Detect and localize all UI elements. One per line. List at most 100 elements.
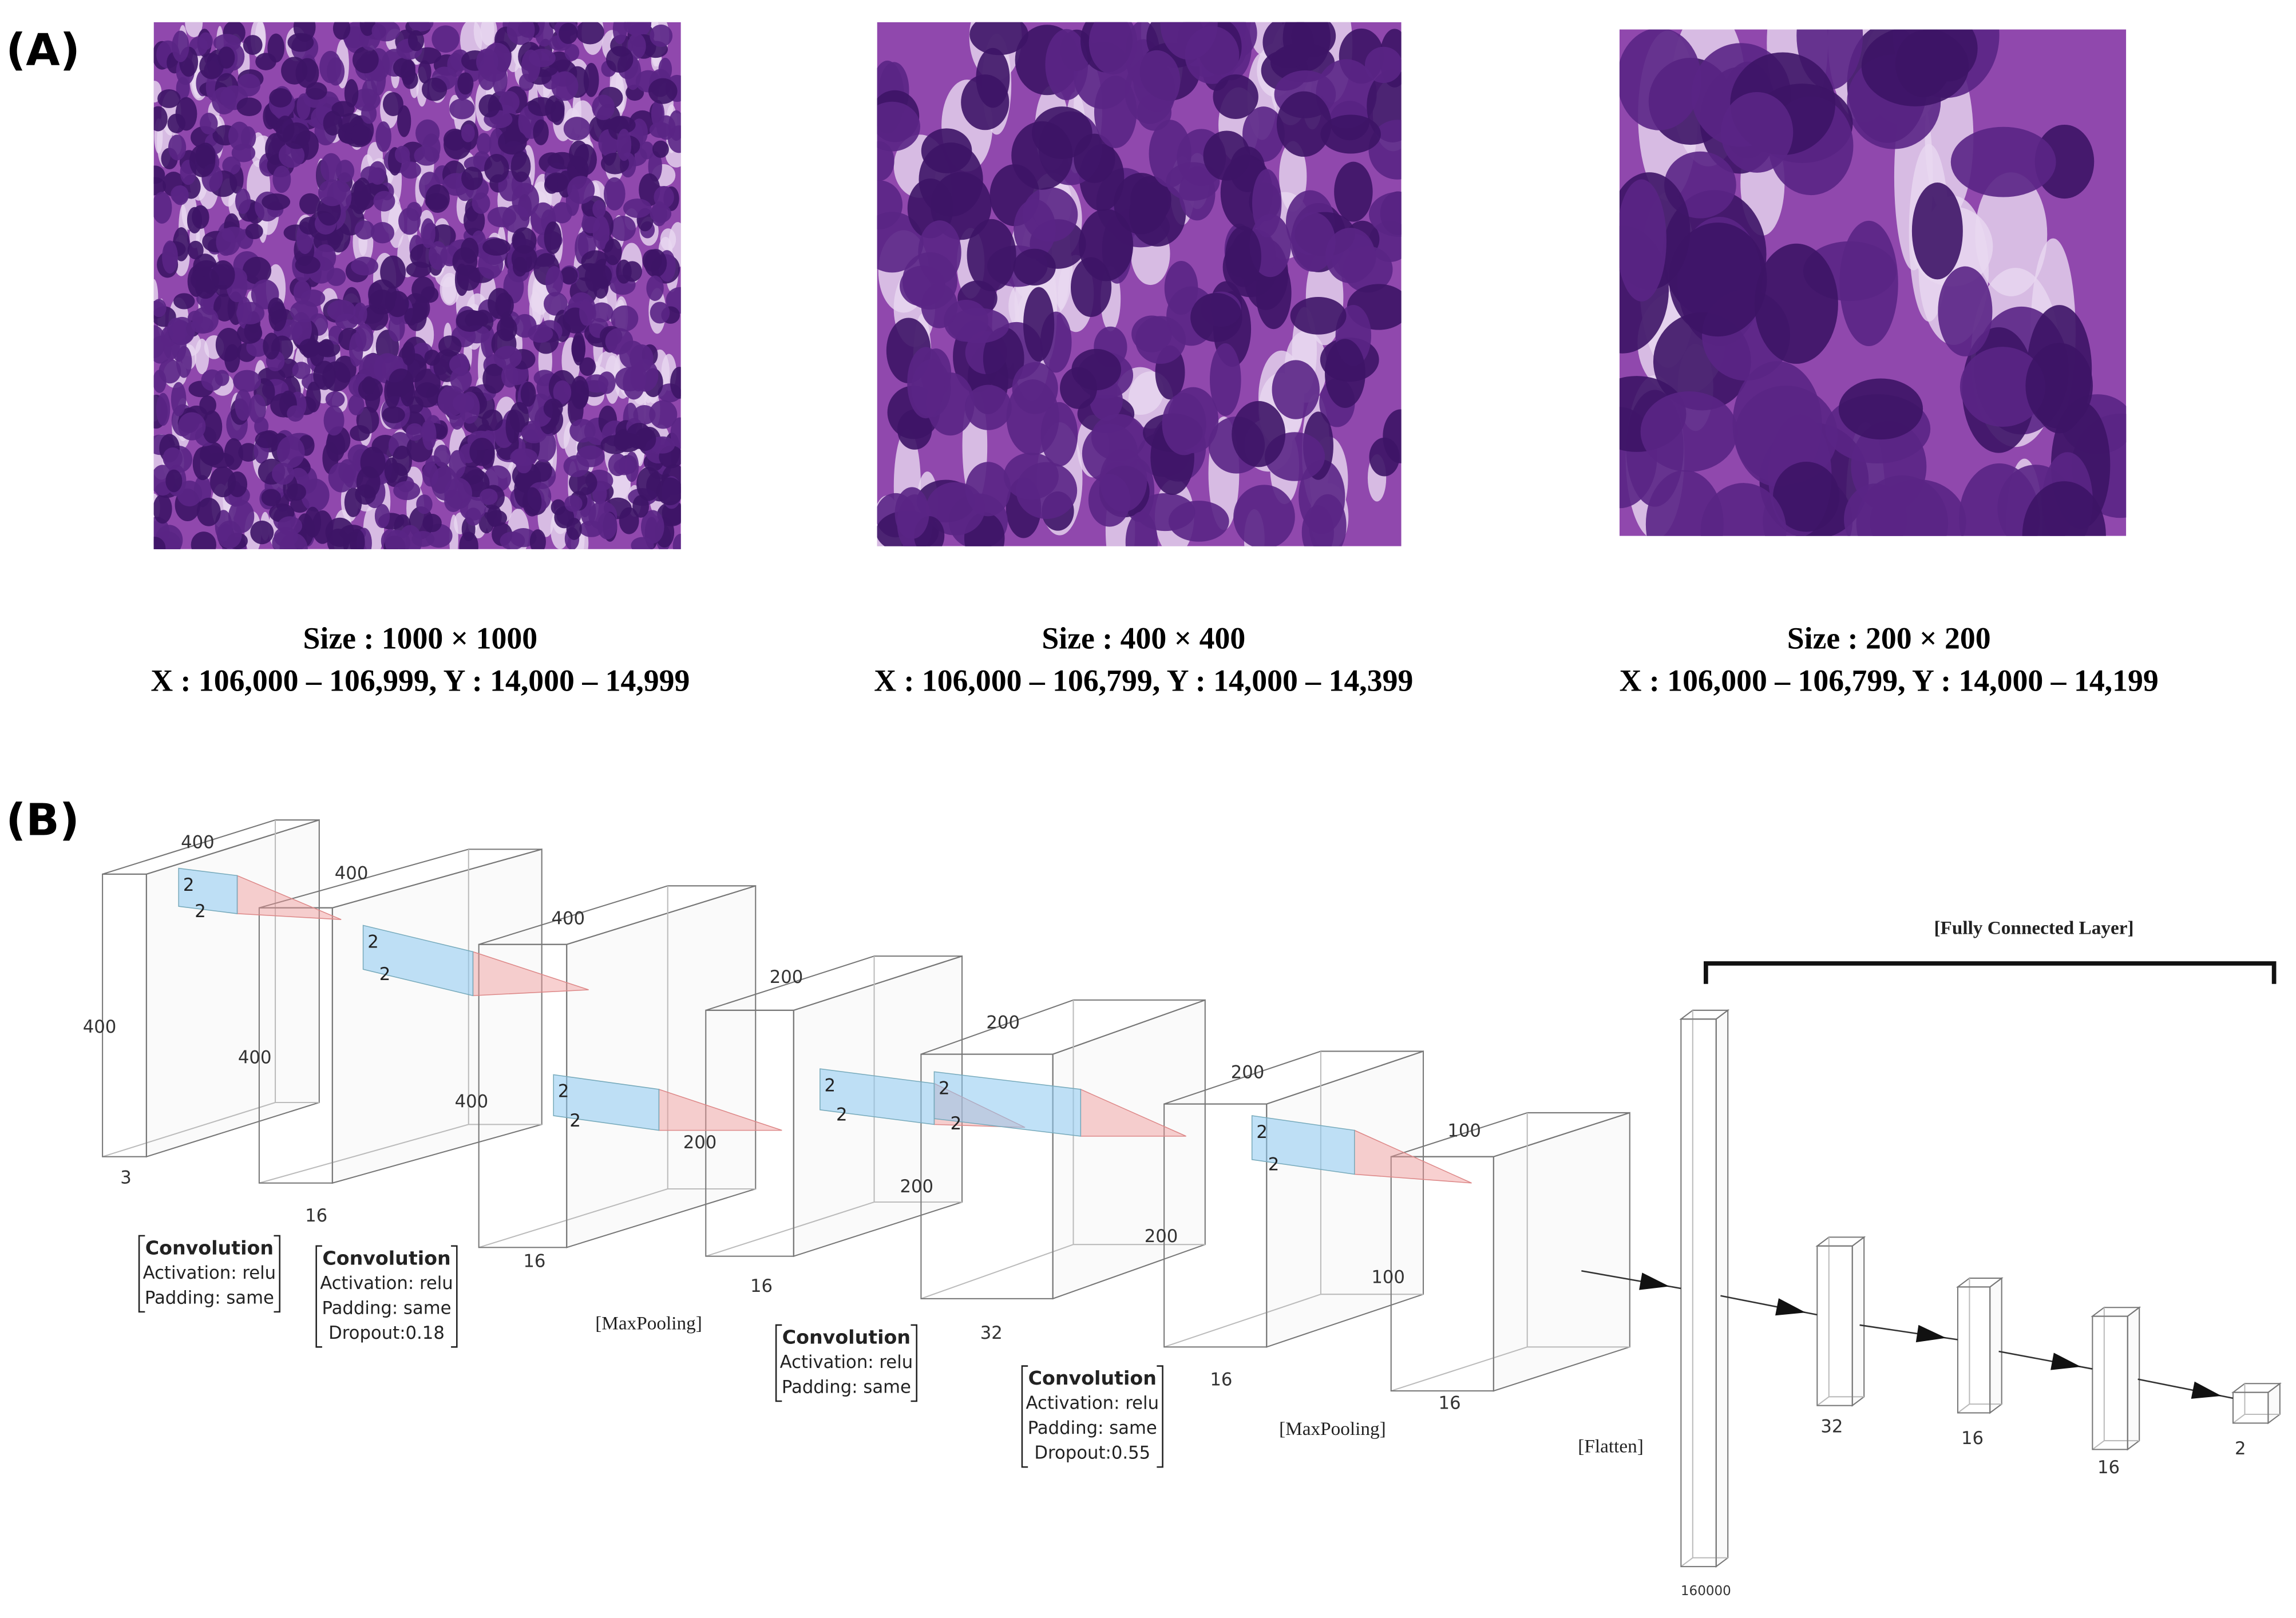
block xyxy=(2231,1382,2282,1425)
kernel xyxy=(820,1068,935,1125)
nucleus xyxy=(629,344,654,372)
block-right xyxy=(2127,1306,2140,1451)
block-right xyxy=(145,819,320,1158)
layer-label: Convolution xyxy=(145,1236,274,1259)
arrow-head xyxy=(2050,1353,2081,1370)
histology-image xyxy=(877,22,1402,546)
nucleus xyxy=(1364,46,1402,84)
kernel-dim: 2 xyxy=(1268,1155,1280,1175)
layer-label: Activation: relu xyxy=(780,1353,913,1373)
nucleus xyxy=(1160,22,1218,60)
nucleus xyxy=(153,537,166,549)
nucleus xyxy=(610,216,636,241)
nucleus xyxy=(327,299,356,322)
nucleus xyxy=(1079,209,1134,281)
nucleus xyxy=(422,133,441,162)
image-size: Size : 1000 × 1000 xyxy=(303,621,538,655)
nucleus xyxy=(528,324,553,343)
nucleus xyxy=(495,292,514,318)
nucleus xyxy=(276,436,305,469)
nucleus xyxy=(350,425,370,441)
nucleus xyxy=(921,284,958,328)
nucleus xyxy=(500,532,525,549)
kernel xyxy=(362,925,474,997)
block-front xyxy=(1816,1245,1853,1406)
nucleus xyxy=(1012,362,1058,414)
block-front xyxy=(705,1009,794,1257)
nucleus xyxy=(484,154,509,183)
block-front xyxy=(258,907,333,1184)
bracket xyxy=(138,1235,145,1313)
nucleus xyxy=(202,410,223,444)
layer-label: Padding: same xyxy=(782,1377,911,1397)
dense-size: 2 xyxy=(2235,1439,2246,1459)
nucleus xyxy=(1022,187,1078,242)
nucleus xyxy=(592,482,607,505)
nucleus xyxy=(976,47,1010,108)
nucleus xyxy=(153,299,167,318)
nucleus xyxy=(1369,192,1402,237)
nucleus xyxy=(1114,173,1169,235)
block-dim: 16 xyxy=(523,1251,545,1271)
block xyxy=(1815,1236,1866,1407)
nucleus xyxy=(1045,29,1088,101)
kernel-dim: 2 xyxy=(1256,1123,1268,1143)
nucleus xyxy=(432,25,460,53)
nucleus xyxy=(603,177,626,211)
kernel-dim: 2 xyxy=(558,1082,569,1102)
kernel xyxy=(553,1074,660,1131)
nucleus xyxy=(368,279,397,310)
nucleus xyxy=(1754,243,1838,364)
nucleus xyxy=(1262,22,1314,68)
nucleus xyxy=(484,465,512,492)
layer-label: Padding: same xyxy=(322,1298,451,1318)
block-dim: 32 xyxy=(980,1323,1003,1343)
tissue-gap xyxy=(1975,172,2048,296)
nucleus xyxy=(461,166,483,191)
nucleus xyxy=(579,357,596,376)
block-back xyxy=(2092,1307,2105,1450)
image-coords: X : 106,000 – 106,999, Y : 14,000 – 14,9… xyxy=(151,664,690,698)
nucleus xyxy=(424,350,440,366)
nucleus xyxy=(584,374,609,393)
nucleus xyxy=(175,97,197,131)
nucleus xyxy=(438,335,462,357)
nucleus xyxy=(583,62,599,97)
nucleus xyxy=(1088,474,1131,527)
nucleus xyxy=(196,497,221,526)
layer-label: Convolution xyxy=(1028,1367,1157,1389)
nucleus xyxy=(221,227,246,243)
layer-label: [Flatten] xyxy=(1578,1436,1644,1457)
nucleus xyxy=(948,308,1010,343)
block xyxy=(1390,1112,1630,1392)
block-dim: 3 xyxy=(120,1168,132,1188)
nucleus xyxy=(443,128,467,151)
nucleus xyxy=(304,506,322,538)
bracket xyxy=(1157,1365,1163,1468)
nucleus xyxy=(163,447,183,469)
nucleus xyxy=(592,94,615,120)
nucleus xyxy=(650,24,673,47)
block-dim: 16 xyxy=(1439,1394,1461,1414)
nucleus xyxy=(1856,475,1949,536)
nucleus xyxy=(421,77,448,101)
layer-label: Padding: same xyxy=(1028,1418,1157,1438)
nucleus xyxy=(1325,228,1375,283)
nucleus xyxy=(457,72,474,95)
nucleus xyxy=(361,103,377,124)
nucleus xyxy=(545,265,563,297)
nucleus xyxy=(449,355,470,374)
nucleus xyxy=(512,448,527,466)
nucleus xyxy=(200,113,218,135)
nucleus xyxy=(877,101,920,152)
kernel-dim: 2 xyxy=(836,1105,848,1125)
nucleus xyxy=(1213,74,1258,120)
nucleus xyxy=(1232,400,1286,467)
nucleus xyxy=(569,419,596,443)
nucleus xyxy=(652,140,669,158)
nucleus xyxy=(1016,462,1078,519)
kernel-dim: 2 xyxy=(939,1078,950,1099)
nucleus xyxy=(216,520,242,549)
nucleus xyxy=(635,427,656,451)
nucleus xyxy=(626,22,652,38)
